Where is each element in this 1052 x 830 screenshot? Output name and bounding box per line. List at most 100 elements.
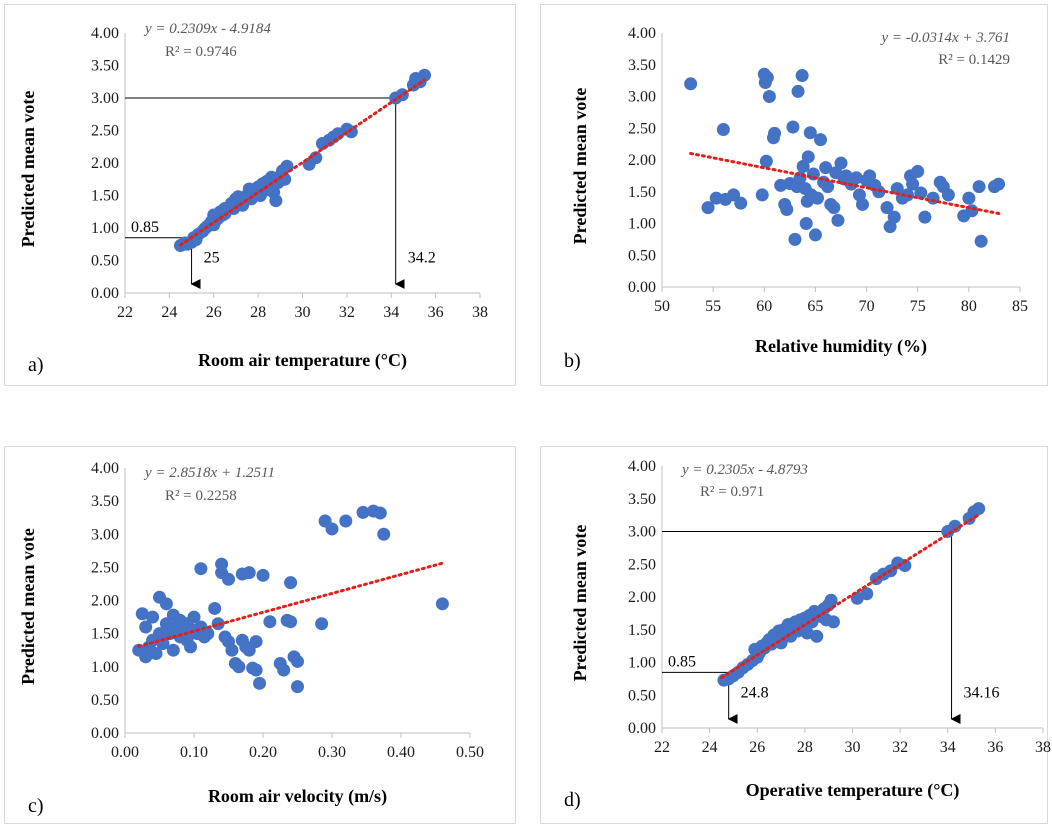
data-point [849, 171, 863, 185]
data-point [834, 156, 848, 170]
y-tick-label: 1.00 [628, 216, 656, 233]
x-tick-label: 0.20 [249, 744, 277, 761]
trendline-equation: y = 2.8518x + 1.2511 [143, 465, 275, 481]
data-point [139, 620, 153, 634]
data-point [890, 182, 904, 196]
data-point [914, 186, 928, 200]
y-tick-label: 3.50 [91, 493, 119, 510]
data-point [768, 126, 782, 140]
y-tick-label: 4.00 [628, 458, 656, 475]
x-tick-label: 55 [705, 298, 721, 315]
data-point [139, 650, 153, 664]
y-tick-label: 0.00 [628, 720, 656, 737]
data-point [911, 164, 925, 178]
y-axis-label: Predicted mean vote [570, 525, 590, 682]
reference-x-label: 25 [204, 250, 220, 267]
data-point [263, 615, 277, 629]
data-point [872, 185, 886, 199]
y-axis-label: Predicted mean vote [18, 528, 38, 685]
data-point [201, 627, 215, 641]
data-point [194, 562, 208, 576]
x-tick-label: 24 [161, 304, 177, 321]
data-point [249, 663, 263, 677]
data-point [762, 90, 776, 103]
y-tick-label: 0.00 [628, 279, 656, 296]
r-squared-label: R² = 0.971 [700, 484, 764, 500]
y-tick-label: 2.00 [91, 593, 119, 610]
data-point [780, 203, 794, 217]
data-point [435, 597, 449, 611]
data-point [184, 640, 198, 654]
trendline [689, 151, 1002, 216]
y-tick-label: 3.50 [91, 58, 119, 75]
data-point [242, 566, 256, 580]
data-point [325, 522, 339, 536]
x-tick-label: 38 [1035, 739, 1051, 756]
data-point [786, 120, 800, 134]
data-point [701, 201, 715, 215]
data-point [232, 660, 246, 674]
r-squared-label: R² = 0.1429 [938, 52, 1010, 68]
y-tick-label: 1.50 [91, 188, 119, 205]
data-point [948, 519, 962, 533]
x-tick-label: 34 [940, 739, 956, 756]
data-point [810, 629, 824, 643]
data-point [962, 191, 976, 205]
y-tick-label: 1.00 [91, 659, 119, 676]
data-point [824, 593, 838, 607]
y-tick-label: 3.00 [91, 90, 119, 107]
x-tick-label: 85 [1012, 298, 1028, 315]
y-tick-label: 3.00 [628, 524, 656, 541]
panel-label: a) [28, 354, 44, 376]
data-point [821, 180, 835, 194]
data-point [159, 597, 173, 611]
data-point [291, 654, 304, 668]
data-point [831, 213, 845, 227]
x-tick-label: 32 [892, 739, 908, 756]
x-tick-label: 28 [250, 304, 266, 321]
x-tick-label: 70 [859, 298, 875, 315]
y-tick-label: 1.50 [628, 622, 656, 639]
data-point [291, 680, 304, 694]
data-point [796, 159, 810, 173]
y-tick-label: 0.00 [91, 285, 119, 302]
y-tick-label: 0.50 [628, 687, 656, 704]
data-point [135, 607, 149, 621]
y-tick-label: 2.50 [628, 120, 656, 137]
r-squared-label: R² = 0.9746 [165, 44, 237, 60]
x-tick-label: 36 [428, 304, 444, 321]
data-point [215, 557, 229, 571]
x-axis-label: Room air velocity (m/s) [208, 786, 387, 807]
data-point [974, 234, 988, 248]
data-point [898, 559, 912, 573]
x-axis-label: Relative humidity (%) [755, 336, 927, 357]
panel-label: c) [28, 795, 44, 817]
data-point [716, 123, 730, 137]
data-point [801, 150, 815, 164]
y-tick-label: 3.50 [628, 57, 656, 74]
data-point [356, 505, 370, 519]
x-tick-label: 0.50 [456, 744, 484, 761]
x-axis-label: Operative temperature (°C) [746, 780, 960, 801]
data-point [808, 228, 822, 242]
data-point [819, 161, 833, 175]
x-tick-label: 50 [654, 298, 670, 315]
data-point [166, 643, 180, 657]
y-tick-label: 2.00 [628, 152, 656, 169]
reference-x-label: 34.2 [408, 250, 436, 267]
data-point [315, 617, 329, 631]
data-point [972, 180, 986, 194]
y-tick-label: 2.50 [91, 559, 119, 576]
x-tick-label: 26 [749, 739, 765, 756]
x-tick-label: 30 [845, 739, 861, 756]
data-point [814, 133, 828, 147]
x-tick-label: 36 [987, 739, 1003, 756]
y-tick-label: 4.00 [91, 460, 119, 477]
y-tick-label: 2.00 [628, 589, 656, 606]
data-point [156, 637, 170, 651]
x-tick-label: 0.10 [180, 744, 208, 761]
data-point [788, 232, 802, 246]
y-tick-label: 4.00 [628, 25, 656, 42]
y-tick-label: 1.00 [91, 220, 119, 237]
